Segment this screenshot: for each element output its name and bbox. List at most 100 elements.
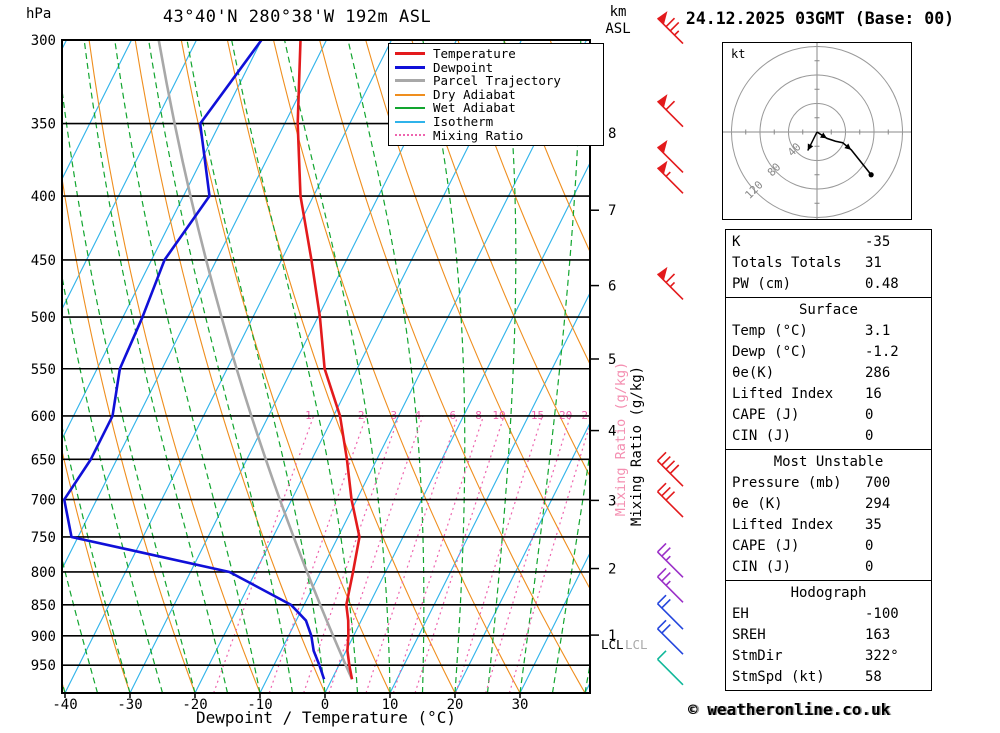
legend-line-sample	[395, 52, 425, 56]
stat-value: 0	[865, 407, 874, 423]
stat-row: Lifted Index 16	[726, 384, 931, 405]
altitude-axis-unit-km: km	[609, 4, 627, 20]
stat-row: StmDir 322°	[726, 646, 931, 667]
stat-value: 0.48	[865, 276, 899, 292]
stat-row: StmSpd (kt) 58	[726, 667, 931, 688]
stat-label: CIN (J)	[732, 559, 792, 575]
wet-adiabat-line	[62, 85, 196, 693]
stat-row: Totals Totals 31	[726, 253, 931, 274]
stat-row: Temp (°C) 3.1	[726, 321, 931, 342]
stat-value: -1.2	[865, 344, 899, 360]
pressure-tick-label: 800	[31, 565, 56, 581]
dewpoint-curve	[62, 40, 326, 680]
stat-label: Lifted Index	[732, 517, 834, 533]
legend-item: Temperature	[395, 47, 597, 61]
km-tick-label: 7	[608, 203, 616, 219]
stats-section-header: Hodograph	[790, 585, 867, 601]
stat-label: EH	[732, 606, 749, 622]
wet-adiabat-line	[83, 40, 229, 693]
stat-row: K -35	[726, 232, 931, 253]
pressure-tick-label: 300	[31, 33, 56, 49]
page-title: 43°40'N 280°38'W 192m ASL	[162, 7, 432, 27]
wind-barb	[656, 160, 684, 194]
stat-label: θe (K)	[732, 496, 783, 512]
datetime-title: 24.12.2025 03GMT (Base: 00)	[685, 9, 955, 28]
mixing-ratio-line	[455, 415, 543, 693]
arrow-head	[820, 132, 827, 139]
wind-barb	[656, 594, 684, 630]
temp-tick-label: -20	[182, 697, 207, 713]
stat-label: SREH	[732, 627, 766, 643]
legend: Temperature Dewpoint Parcel Trajectory Dry …	[388, 43, 604, 147]
legend-line-sample	[395, 93, 425, 96]
hodograph-trace-end-dot	[868, 172, 874, 178]
stat-value: -100	[865, 606, 899, 622]
stat-row: EH -100	[726, 604, 931, 625]
km-tick-label: 2	[608, 562, 616, 578]
km-tick-label: 8	[608, 126, 616, 142]
stat-label: Dewp (°C)	[732, 344, 808, 360]
wind-barb	[656, 94, 684, 128]
wet-adiabat-line	[231, 40, 359, 693]
mixing-ratio-line	[365, 415, 459, 693]
stat-row: PW (cm) 0.48	[726, 274, 931, 295]
stat-value: 0	[865, 559, 874, 575]
stats-section-header: Surface	[798, 302, 858, 318]
altitude-axis-unit-asl: ASL	[605, 21, 631, 37]
isotherm-line	[62, 40, 132, 181]
mixing-ratio-line	[485, 415, 571, 693]
mixing-ratio-axis-label: Mixing Ratio (g/kg)	[629, 365, 645, 527]
wind-barb	[656, 451, 684, 487]
stat-label: CIN (J)	[732, 428, 792, 444]
stat-label: PW (cm)	[732, 276, 792, 292]
legend-line-sample	[395, 107, 425, 110]
isotherm-line	[454, 421, 590, 693]
stat-value: 31	[865, 255, 882, 271]
stat-value: 286	[865, 365, 891, 381]
temp-tick-label: -30	[117, 697, 142, 713]
legend-item-label: Isotherm	[433, 113, 494, 129]
legend-item-label: Parcel Trajectory	[433, 73, 561, 89]
legend-item: Dewpoint	[395, 60, 597, 75]
wet-adiabat-line	[62, 423, 131, 693]
parcel-trajectory-curve	[157, 40, 354, 680]
arrow-head	[807, 143, 814, 151]
stat-row: CAPE (J) 0	[726, 536, 931, 557]
dry-adiabat-line	[62, 175, 196, 693]
isotherm-line	[62, 40, 327, 571]
stat-row: CIN (J) 0	[726, 557, 931, 578]
km-tick-label: 3	[608, 493, 616, 509]
stat-row: θe(K) 286	[726, 363, 931, 384]
stats-tables: K -35 Totals Totals 31 PW (cm) 0.48 Surface Tem…	[725, 229, 932, 691]
pressure-tick-label: 650	[31, 452, 56, 468]
temperature-axis-label: Dewpoint / Temperature (°C)	[195, 708, 457, 727]
legend-line-sample	[395, 79, 425, 83]
isotherm-line	[62, 40, 197, 311]
legend-item: Isotherm	[395, 115, 597, 129]
wind-barb	[656, 139, 684, 174]
stat-row: CIN (J) 0	[726, 426, 931, 447]
lcl-marker-label-secondary: LCL	[625, 637, 648, 652]
stat-value: -35	[865, 234, 891, 250]
mixing-ratio-line	[328, 415, 424, 693]
copyright-link[interactable]: © weatheronline.co.uk	[688, 700, 891, 719]
wind-barb	[656, 650, 684, 686]
legend-item-label: Dry Adiabat	[433, 86, 516, 102]
isotherm-line	[64, 40, 392, 693]
stat-row: Dewp (°C) -1.2	[726, 342, 931, 363]
mixing-ratio-axis-label-pink: Mixing Ratio (g/kg)	[613, 361, 629, 517]
temp-tick-label: 20	[447, 697, 464, 713]
dry-adiabat-line	[62, 448, 131, 693]
temp-tick-label: -10	[247, 697, 272, 713]
dry-adiabat-line	[457, 40, 590, 366]
temperature-curve	[296, 40, 361, 680]
legend-line-sample	[395, 134, 425, 137]
stat-label: θe(K)	[732, 365, 775, 381]
stat-label: K	[732, 234, 741, 250]
pressure-tick-label: 450	[31, 253, 56, 269]
mixing-ratio-line	[508, 422, 590, 693]
plot-frame	[61, 39, 591, 694]
mixing-ratio-line	[392, 415, 485, 693]
legend-item: Parcel Trajectory	[395, 74, 597, 88]
